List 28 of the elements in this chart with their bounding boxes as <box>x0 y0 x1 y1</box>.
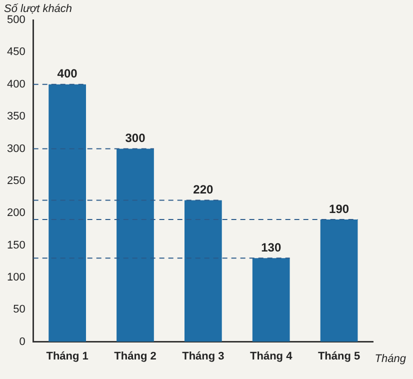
bar <box>184 200 222 342</box>
y-tick-label: 350 <box>6 110 26 123</box>
y-axis-title: Số lượt khách <box>4 3 72 15</box>
y-tick-label: 500 <box>6 14 26 26</box>
y-tick-label: 150 <box>6 239 26 252</box>
x-tick-label: Tháng 5 <box>318 350 360 362</box>
bar <box>320 220 358 342</box>
data-label: 190 <box>329 202 350 216</box>
data-label: 300 <box>125 131 146 146</box>
y-tick-label: 0 <box>19 336 26 348</box>
y-tick-label: 400 <box>6 78 26 90</box>
x-tick-label: Tháng 3 <box>182 350 224 362</box>
y-tick-label: 300 <box>6 142 26 155</box>
y-tick-label: 450 <box>6 46 26 58</box>
y-tick-label: 100 <box>6 271 26 284</box>
x-tick-label: Tháng 2 <box>114 350 156 362</box>
y-tick-label: 50 <box>13 304 26 316</box>
data-label: 220 <box>193 182 214 197</box>
y-tick-label: 250 <box>6 174 26 187</box>
y-tick-label: 200 <box>6 207 26 220</box>
bar <box>48 84 86 342</box>
x-axis-title: Tháng <box>374 352 407 365</box>
x-tick-label: Tháng 4 <box>250 350 294 362</box>
x-tick-label: Tháng 1 <box>46 350 88 362</box>
bar <box>252 258 290 342</box>
bar <box>116 148 154 342</box>
data-label: 400 <box>57 66 78 81</box>
data-label: 130 <box>261 240 282 254</box>
